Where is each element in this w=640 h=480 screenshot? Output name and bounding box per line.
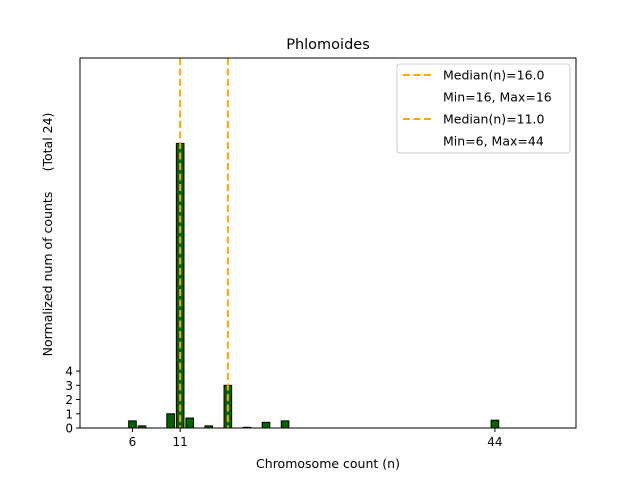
legend-label-3: Min=6, Max=44	[443, 134, 544, 149]
bar-n6	[128, 420, 137, 429]
x-tick-label-6: 6	[129, 435, 137, 449]
x-tick-label-44: 44	[487, 435, 502, 449]
x-axis-ticks: 6 11 44	[129, 428, 503, 449]
chart-title: Phlomoides	[286, 37, 370, 53]
legend: Median(n)=16.0 Min=16, Max=16 Median(n)=11…	[396, 63, 571, 154]
legend-label-0: Median(n)=16.0	[443, 68, 544, 83]
bar-n12	[185, 417, 195, 429]
x-tick-label-11: 11	[173, 435, 188, 449]
plot-frame	[79, 57, 577, 429]
y-tick-label-1: 1	[65, 407, 73, 421]
bar-n10	[166, 413, 175, 429]
legend-label-1: Min=16, Max=16	[443, 90, 552, 105]
y-tick-label-3: 3	[65, 379, 73, 393]
y-axis-total-note: (Total 24)	[40, 113, 55, 172]
bar-n44	[490, 419, 500, 429]
y-tick-label-4: 4	[65, 365, 73, 379]
legend-label-2: Median(n)=11.0	[443, 112, 544, 127]
bar-n22	[280, 420, 290, 429]
y-tick-label-0: 0	[65, 422, 73, 436]
x-axis-label: Chromosome count (n)	[256, 456, 400, 471]
y-tick-label-2: 2	[65, 393, 73, 407]
median-lines	[179, 58, 229, 428]
y-axis-label: Normalized num of counts	[40, 192, 55, 357]
legend-frame	[396, 63, 571, 154]
bar-n20	[261, 421, 271, 429]
